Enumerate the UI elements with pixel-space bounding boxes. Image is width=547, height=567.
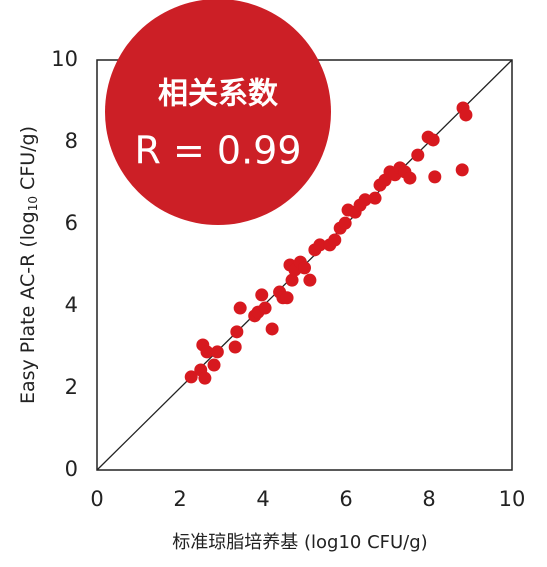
y-label-part: CFU/g) — [17, 126, 39, 196]
y-label-part: Easy Plate AC-R (log — [17, 211, 39, 404]
point — [230, 325, 244, 339]
x-tick-label: 4 — [256, 487, 269, 511]
point — [338, 216, 352, 230]
point — [455, 163, 469, 177]
badge — [105, 0, 331, 225]
point — [198, 371, 212, 385]
y-tick-label: 6 — [65, 211, 78, 235]
badge-title: 相关系数 — [158, 77, 279, 112]
y-label-sub: 10 — [26, 196, 40, 211]
point — [280, 291, 294, 305]
x-tick-label: 10 — [499, 487, 526, 511]
point — [210, 345, 224, 359]
badge-value: R = 0.99 — [134, 129, 301, 173]
point — [411, 148, 425, 162]
point — [255, 288, 269, 302]
point — [403, 171, 417, 185]
x-tick-label: 2 — [173, 487, 186, 511]
point — [228, 340, 242, 354]
point — [303, 273, 317, 287]
point — [368, 191, 382, 205]
point — [233, 301, 247, 315]
y-tick-label: 8 — [65, 129, 78, 153]
x-axis-label: 标准琼脂培养基 (log10 CFU/g) — [172, 532, 427, 553]
y-tick-label: 4 — [65, 293, 78, 317]
point — [298, 261, 311, 275]
point — [313, 238, 327, 252]
y-tick-label: 2 — [65, 375, 78, 399]
x-tick-label: 8 — [422, 487, 435, 511]
x-tick-label: 0 — [90, 487, 103, 511]
point — [358, 193, 372, 207]
point — [265, 322, 279, 336]
y-tick-label: 0 — [65, 457, 78, 481]
point — [285, 273, 299, 287]
point — [200, 345, 214, 359]
point — [426, 133, 440, 147]
y-axis-label: Easy Plate AC-R (log10 CFU/g) — [17, 126, 40, 404]
point — [328, 233, 342, 247]
point — [184, 370, 198, 384]
point — [459, 108, 473, 122]
point — [207, 358, 221, 372]
x-tick-label: 6 — [339, 487, 352, 511]
point — [428, 170, 442, 184]
point — [258, 301, 272, 315]
y-tick-label: 10 — [51, 47, 78, 71]
